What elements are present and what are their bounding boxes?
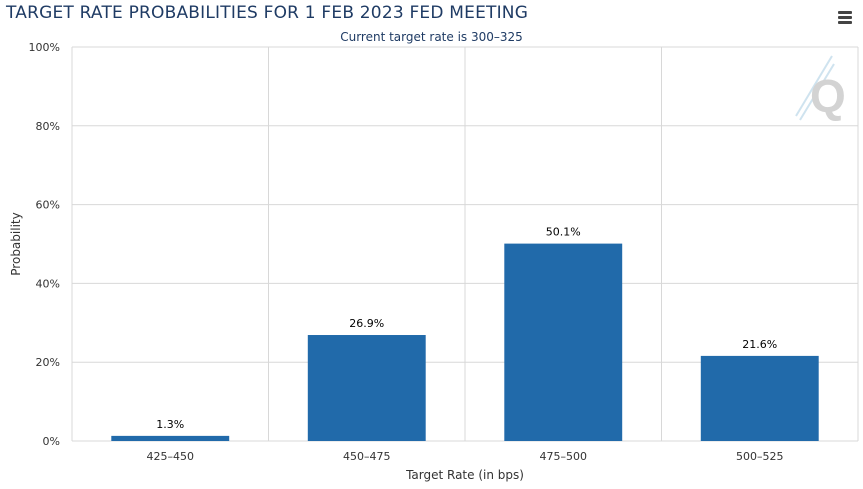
x-tick-label: 500–525 bbox=[736, 450, 784, 463]
svg-text:Q: Q bbox=[810, 70, 846, 122]
hamburger-menu-icon[interactable] bbox=[838, 11, 852, 25]
y-tick-label: 0% bbox=[43, 435, 60, 448]
x-tick-label: 475–500 bbox=[540, 450, 588, 463]
bar[interactable] bbox=[111, 435, 230, 441]
bar[interactable] bbox=[504, 243, 623, 441]
bar-data-label: 1.3% bbox=[156, 418, 184, 431]
bars bbox=[111, 243, 819, 441]
chart-title: TARGET RATE PROBABILITIES FOR 1 FEB 2023… bbox=[6, 3, 529, 23]
y-tick-label: 100% bbox=[29, 41, 60, 54]
data-labels: 1.3% 26.9% 50.1% 21.6% bbox=[156, 226, 777, 431]
y-tick-label: 80% bbox=[36, 120, 60, 133]
y-tick-label: 20% bbox=[36, 356, 60, 369]
q-logo-icon: Q bbox=[795, 55, 846, 122]
y-axis: 0% 20% 40% 60% 80% 100% bbox=[29, 41, 60, 448]
y-tick-label: 40% bbox=[36, 277, 60, 290]
bar[interactable] bbox=[700, 355, 819, 441]
y-tick-label: 60% bbox=[36, 199, 60, 212]
x-tick-label: 425–450 bbox=[147, 450, 195, 463]
chart-subtitle: Current target rate is 300–325 bbox=[340, 30, 523, 44]
x-tick-label: 450–475 bbox=[343, 450, 391, 463]
bar-data-label: 21.6% bbox=[742, 338, 777, 351]
y-axis-title: Probability bbox=[9, 212, 23, 275]
bar-data-label: 26.9% bbox=[349, 317, 384, 330]
x-axis: 425–450 450–475 475–500 500–525 bbox=[147, 450, 784, 463]
bar[interactable] bbox=[307, 335, 426, 441]
bar-data-label: 50.1% bbox=[546, 226, 581, 239]
x-axis-title: Target Rate (in bps) bbox=[405, 468, 524, 482]
